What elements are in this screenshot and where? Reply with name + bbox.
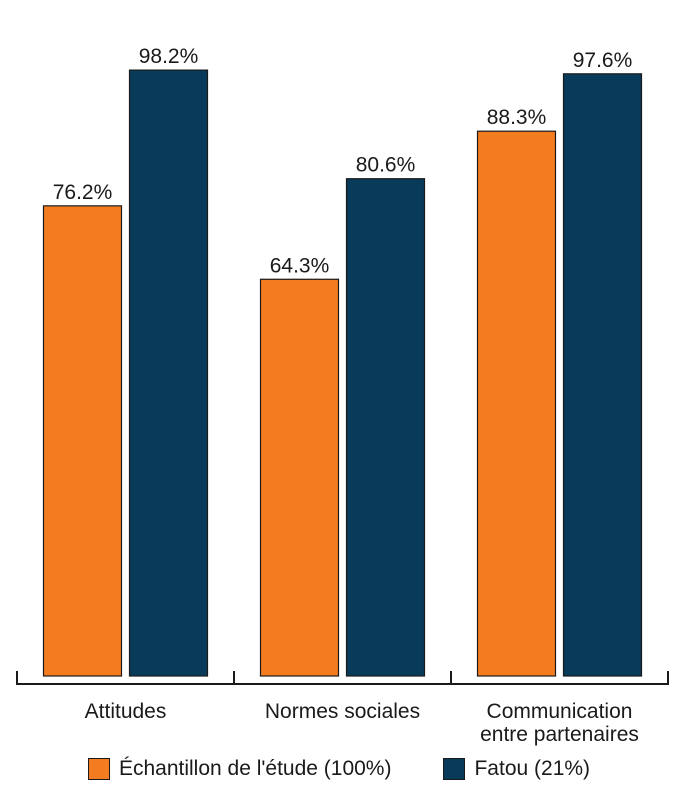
bar-fatou-1	[128, 69, 209, 677]
legend-label-sample: Échantillon de l'étude (100%)	[118, 757, 392, 780]
bars-layer	[42, 69, 643, 677]
value-label-sample-3: 88.3%	[487, 106, 547, 129]
labels-layer: 76.2% 98.2% Attitudes 64.3% 80.6% Normes soci…	[53, 45, 639, 746]
value-label-fatou-1: 98.2%	[139, 45, 199, 68]
value-label-sample-2: 64.3%	[270, 254, 330, 277]
legend-swatch-sample	[87, 758, 110, 780]
x-axis	[16, 671, 669, 685]
legend-item-fatou: Fatou (21%)	[443, 757, 590, 781]
legend-label-fatou: Fatou (21%)	[474, 757, 591, 780]
category-label-2: Normes sociales	[265, 700, 420, 723]
value-label-fatou-3: 97.6%	[573, 49, 633, 72]
category-label-1: Attitudes	[85, 700, 167, 723]
legend: Échantillon de l'étude (100%) Fatou (21%…	[0, 752, 678, 786]
bar-sample-2	[259, 278, 340, 677]
bar-sample-1	[42, 205, 123, 677]
legend-item-sample: Échantillon de l'étude (100%)	[87, 757, 392, 781]
bar-fatou-2	[345, 178, 426, 677]
bar-sample-3	[476, 130, 557, 677]
value-label-fatou-2: 80.6%	[356, 154, 416, 177]
category-label-3: Communication entre partenaires	[480, 700, 639, 746]
legend-swatch-fatou	[443, 758, 466, 780]
bar-fatou-3	[562, 73, 643, 677]
value-label-sample-1: 76.2%	[53, 181, 113, 204]
bar-chart: 76.2% 98.2% Attitudes 64.3% 80.6% Normes soci…	[16, 45, 669, 746]
